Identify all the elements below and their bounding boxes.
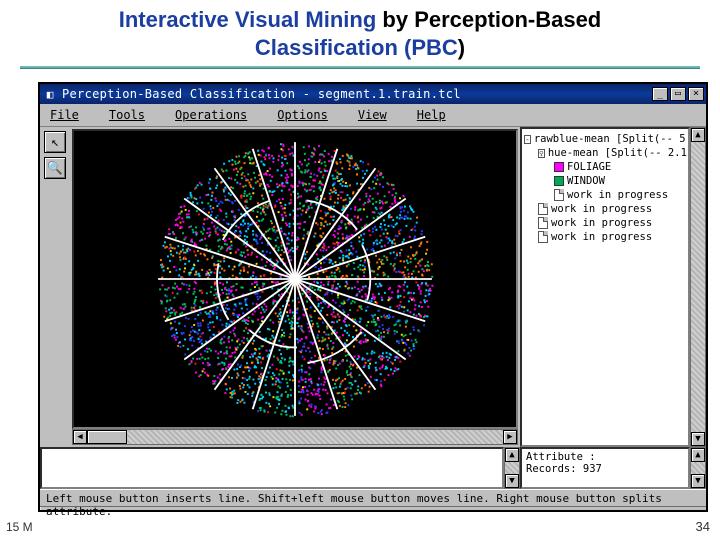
minimize-button[interactable]: _ xyxy=(652,87,668,101)
attr-line-1: Attribute : xyxy=(526,451,684,463)
right-column: -rawblue-mean [Split(-- 5.8|-- 38.1|-- 7… xyxy=(520,127,706,447)
title-part-2: by Perception-Based xyxy=(376,7,601,32)
menu-options[interactable]: Options xyxy=(277,108,328,122)
pbc-window: ◧ Perception-Based Classification - segm… xyxy=(38,82,708,512)
vscroll-up-arrow[interactable]: ▲ xyxy=(691,128,705,142)
maximize-button[interactable]: ▭ xyxy=(670,87,686,101)
bottom-panels: ▲ ▼ Attribute : Records: 937 ▲ ▼ xyxy=(40,447,706,489)
tree-handle-icon[interactable]: ♀ xyxy=(538,149,545,158)
class-swatch-icon xyxy=(554,162,564,172)
hscroll-right-arrow[interactable]: ▶ xyxy=(503,430,517,444)
title-part-4: ) xyxy=(458,35,465,60)
tree-row-0[interactable]: -rawblue-mean [Split(-- 5.8|-- 38.1|-- 7 xyxy=(524,132,686,146)
vscroll-down-arrow[interactable]: ▼ xyxy=(691,432,705,446)
vscroll-track[interactable] xyxy=(691,142,705,432)
menu-file[interactable]: File xyxy=(50,108,79,122)
page-icon xyxy=(538,203,548,215)
tree-label: hue-mean [Split(-- 2.1|-- 1.9)] xyxy=(548,147,690,159)
title-part-1: Interactive Visual Mining xyxy=(119,7,377,32)
bottom-zone: ▲ ▼ Attribute : Records: 937 ▲ ▼ Left mo… xyxy=(40,447,706,507)
tree-row-2[interactable]: FOLIAGE xyxy=(524,160,686,174)
title-part-3: Classification (PBC xyxy=(255,35,458,60)
window-titlebar[interactable]: ◧ Perception-Based Classification - segm… xyxy=(40,84,706,104)
tree-vscroll[interactable]: ▲ ▼ xyxy=(690,127,706,447)
hscroll-thumb[interactable] xyxy=(87,430,127,444)
tree-row-1[interactable]: ♀hue-mean [Split(-- 2.1|-- 1.9)] xyxy=(524,146,686,160)
tree-label: WINDOW xyxy=(567,175,605,187)
page-icon xyxy=(538,217,548,229)
window-title: Perception-Based Classification - segmen… xyxy=(58,87,650,101)
close-button[interactable]: × xyxy=(688,87,704,101)
tool-palette: ↖ 🔍 xyxy=(40,127,70,447)
tree-row-5[interactable]: work in progress xyxy=(524,202,686,216)
tree-label: work in progress xyxy=(551,231,652,243)
title-rule xyxy=(20,66,700,69)
menu-tools[interactable]: Tools xyxy=(109,108,145,122)
app-icon: ◧ xyxy=(42,88,58,101)
slide-footer-left: 15 M xyxy=(6,520,33,534)
tree-row-6[interactable]: work in progress xyxy=(524,216,686,230)
menu-operations[interactable]: Operations xyxy=(175,108,247,122)
attr-vscroll-up[interactable]: ▲ xyxy=(691,448,705,462)
hscroll-left-arrow[interactable]: ◀ xyxy=(73,430,87,444)
tree-handle-icon[interactable]: - xyxy=(524,135,531,144)
chart-svg xyxy=(74,131,516,427)
log-vscroll[interactable]: ▲ ▼ xyxy=(504,447,520,489)
log-vscroll-up[interactable]: ▲ xyxy=(505,448,519,462)
tree-label: work in progress xyxy=(551,203,652,215)
zoom-tool[interactable]: 🔍 xyxy=(44,157,66,179)
chart-pane: ◀ ▶ xyxy=(70,127,520,447)
log-panel[interactable] xyxy=(40,447,504,489)
attr-line-2: Records: 937 xyxy=(526,463,684,475)
slide-footer-right: 34 xyxy=(696,519,710,534)
class-swatch-icon xyxy=(554,176,564,186)
tree-label: work in progress xyxy=(567,189,668,201)
tree-label: rawblue-mean [Split(-- 5.8|-- 38.1|-- 7 xyxy=(534,133,690,145)
hscroll-track[interactable] xyxy=(87,430,503,444)
slide-title: Interactive Visual Mining by Perception-… xyxy=(0,0,720,63)
log-vscroll-down[interactable]: ▼ xyxy=(505,474,519,488)
tree-row-3[interactable]: WINDOW xyxy=(524,174,686,188)
circle-segment-view[interactable] xyxy=(72,129,518,429)
menu-help[interactable]: Help xyxy=(417,108,446,122)
attr-vscroll-track[interactable] xyxy=(691,462,705,474)
status-bar: Left mouse button inserts line. Shift+le… xyxy=(40,489,706,507)
tree-label: FOLIAGE xyxy=(567,161,611,173)
menubar: File Tools Operations Options View Help xyxy=(40,104,706,127)
chart-hscroll[interactable]: ◀ ▶ xyxy=(72,429,518,445)
log-vscroll-track[interactable] xyxy=(505,462,519,474)
tree-label: work in progress xyxy=(551,217,652,229)
attribute-pane-wrap: Attribute : Records: 937 ▲ ▼ xyxy=(520,447,706,489)
workarea: ↖ 🔍 ◀ ▶ -rawblue-mean [Split(-- 5.8|-- 3… xyxy=(40,127,706,447)
attr-vscroll[interactable]: ▲ ▼ xyxy=(690,447,706,489)
page-icon xyxy=(554,189,564,201)
attr-vscroll-down[interactable]: ▼ xyxy=(691,474,705,488)
tree-row-7[interactable]: work in progress xyxy=(524,230,686,244)
pointer-tool[interactable]: ↖ xyxy=(44,131,66,153)
tree-row-4[interactable]: work in progress xyxy=(524,188,686,202)
page-icon xyxy=(538,231,548,243)
decision-tree-pane[interactable]: -rawblue-mean [Split(-- 5.8|-- 38.1|-- 7… xyxy=(520,127,690,447)
attribute-panel: Attribute : Records: 937 xyxy=(520,447,690,489)
menu-view[interactable]: View xyxy=(358,108,387,122)
